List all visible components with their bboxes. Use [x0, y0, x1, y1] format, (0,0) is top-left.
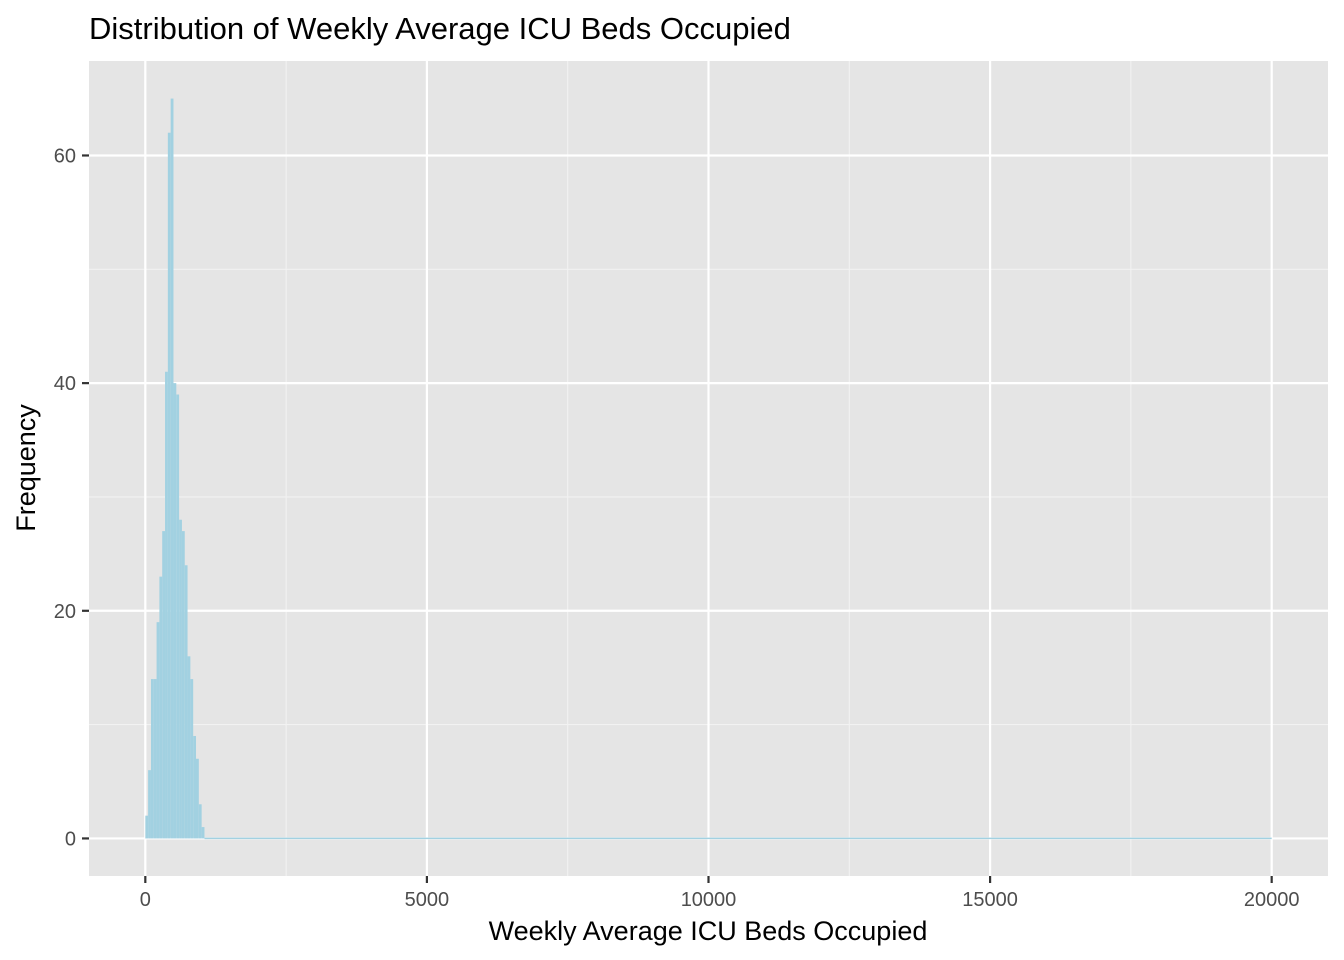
histogram-bar [193, 735, 197, 839]
y-tick-label: 0 [65, 828, 76, 850]
y-axis: 0 20 40 60 [54, 145, 89, 850]
histogram-bar [198, 804, 202, 839]
histogram-bar [167, 132, 171, 839]
chart-title: Distribution of Weekly Average ICU Beds … [89, 11, 791, 46]
histogram-bar [170, 98, 174, 839]
x-tick-label: 10000 [681, 889, 737, 911]
histogram-bar [153, 679, 157, 839]
histogram-bars [145, 98, 1272, 840]
histogram-bar [201, 827, 205, 839]
histogram-bar [181, 531, 185, 839]
histogram-bar [187, 656, 191, 839]
y-tick-label: 20 [54, 601, 76, 623]
y-axis-title: Frequency [11, 404, 41, 532]
y-tick-label: 40 [54, 373, 76, 395]
histogram-bar [173, 383, 177, 839]
histogram-bar [159, 576, 163, 839]
x-tick-label: 15000 [962, 889, 1018, 911]
x-tick-label: 5000 [405, 889, 450, 911]
x-axis-title: Weekly Average ICU Beds Occupied [489, 916, 928, 946]
histogram-bar [156, 622, 160, 839]
histogram-bar [179, 519, 182, 839]
histogram-bar [145, 815, 149, 839]
histogram-bar [176, 394, 180, 839]
histogram-bar [190, 679, 194, 839]
histogram-bar [148, 770, 151, 839]
histogram-bar [150, 679, 154, 839]
major-grid-lines [89, 61, 1328, 876]
y-tick-label: 60 [54, 145, 76, 167]
x-tick-label: 20000 [1244, 889, 1300, 911]
histogram-bar [196, 758, 199, 839]
x-tick-label: 0 [140, 889, 151, 911]
histogram-bar [184, 565, 188, 839]
x-axis: 0 5000 10000 15000 20000 [140, 876, 1300, 911]
histogram-bar [165, 371, 168, 839]
histogram-bar [162, 531, 166, 839]
